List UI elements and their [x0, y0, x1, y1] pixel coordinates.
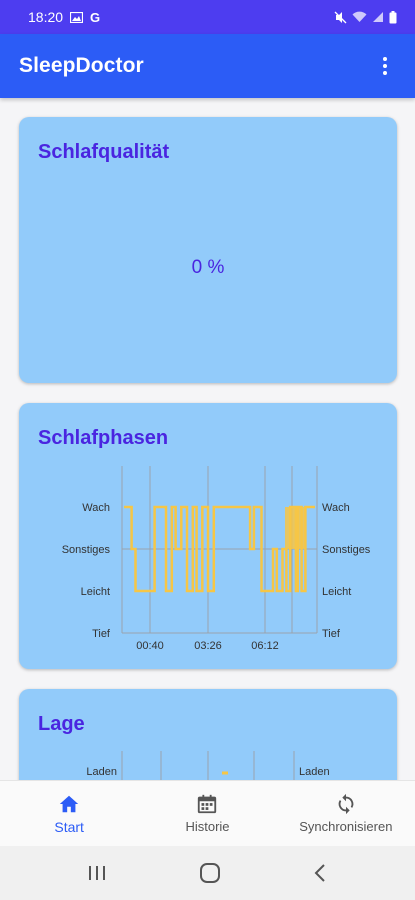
position-chart: Laden Laden: [86, 751, 330, 780]
position-y-label-right: Laden: [299, 766, 330, 778]
bottom-navigation: Start Historie Synchronisieren: [0, 780, 415, 846]
phases-y-label-right: Wach: [322, 502, 350, 514]
back-icon[interactable]: [312, 863, 330, 883]
phases-x-tick-label: 06:12: [251, 640, 279, 652]
battery-icon: [389, 10, 397, 23]
sync-icon: [338, 793, 354, 815]
phases-x-tick-label: 03:26: [194, 640, 222, 652]
sleep-phases-card[interactable]: Schlafphasen Tief Tief Leicht Leicht Sonstig…: [19, 403, 397, 669]
nav-label-synchronisieren: Synchronisieren: [299, 819, 393, 834]
phases-y-label-left: Leicht: [81, 586, 110, 598]
sleep-quality-value: 0 %: [191, 257, 225, 278]
phases-y-label-left: Sonstiges: [62, 544, 111, 556]
nav-item-historie[interactable]: Historie: [138, 781, 276, 846]
app-title: SleepDoctor: [19, 54, 144, 77]
recents-icon[interactable]: [86, 864, 108, 882]
system-navigation-bar: [0, 846, 415, 900]
signal-icon: [373, 12, 383, 22]
home-icon: [59, 795, 79, 812]
sleep-quality-title: Schlafqualität: [38, 141, 170, 163]
position-title: Lage: [38, 713, 85, 735]
nav-label-start: Start: [54, 818, 84, 835]
phases-dense-block: [285, 507, 305, 549]
image-icon: [70, 11, 84, 23]
nav-label-historie: Historie: [185, 819, 230, 834]
sleep-phases-title: Schlafphasen: [38, 427, 169, 449]
position-card[interactable]: Lage Laden Laden: [19, 689, 397, 780]
phases-y-label-right: Sonstiges: [322, 544, 371, 556]
nav-item-synchronisieren[interactable]: Synchronisieren: [277, 781, 415, 846]
phases-y-label-left: Wach: [82, 502, 110, 514]
phases-y-label-right: Leicht: [322, 586, 351, 598]
calendar-icon: [198, 794, 217, 814]
phases-y-label-left: Tief: [92, 628, 111, 640]
nav-item-start[interactable]: Start: [0, 781, 138, 846]
google-icon: G: [90, 9, 101, 25]
mute-icon: [334, 11, 347, 23]
wifi-icon: [352, 11, 367, 22]
home-circle-icon[interactable]: [199, 862, 221, 884]
status-bar: 18:20 G: [0, 0, 415, 34]
position-y-label-left: Laden: [86, 766, 117, 778]
sleep-quality-card[interactable]: Schlafqualität 0 %: [19, 117, 397, 383]
sleep-phases-chart: Tief Tief Leicht Leicht Sonstiges Sonstiges Wa…: [62, 466, 371, 652]
status-time: 18:20: [28, 9, 64, 25]
phases-y-label-right: Tief: [322, 628, 341, 640]
more-vert-icon[interactable]: [373, 50, 397, 82]
main-content[interactable]: Schlafqualität 0 % Schlafphasen Tief Tief…: [0, 98, 415, 780]
phases-x-tick-label: 00:40: [136, 640, 164, 652]
app-bar: SleepDoctor: [0, 34, 415, 98]
